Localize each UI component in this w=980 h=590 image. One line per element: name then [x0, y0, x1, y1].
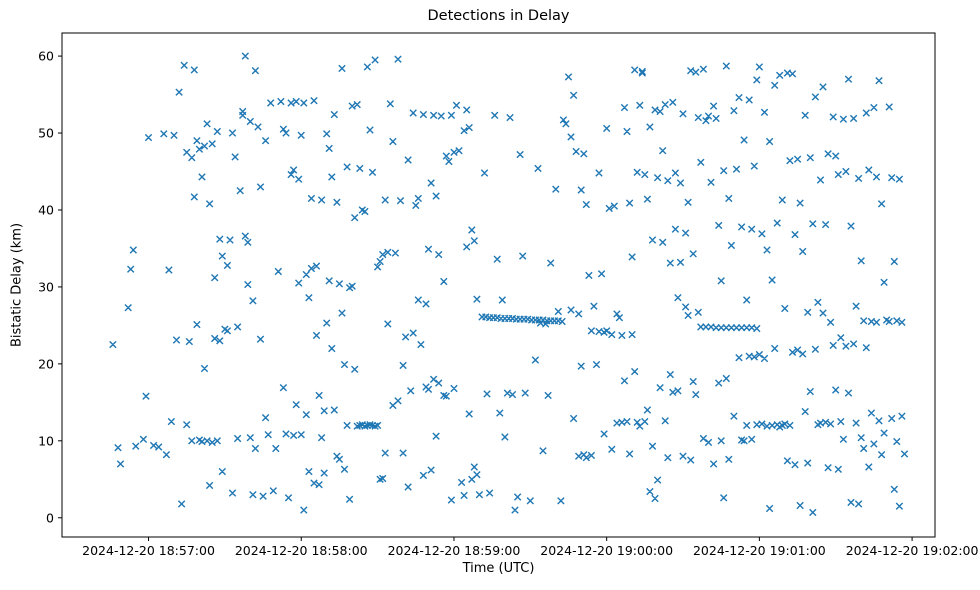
y-tick-label: 20 [38, 356, 54, 371]
chart-title: Detections in Delay [427, 8, 570, 24]
y-tick-label: 0 [46, 510, 54, 525]
x-tick-label: 2024-12-20 18:59:00 [388, 543, 521, 558]
y-tick-label: 10 [38, 433, 54, 448]
x-tick-label: 2024-12-20 19:00:00 [540, 543, 673, 558]
x-axis-label: Time (UTC) [462, 561, 535, 576]
x-tick-label: 2024-12-20 18:57:00 [82, 543, 215, 558]
x-tick-label: 2024-12-20 18:58:00 [235, 543, 368, 558]
y-tick-label: 50 [38, 126, 54, 141]
x-tick-label: 2024-12-20 19:02:00 [846, 543, 979, 558]
y-tick-label: 40 [38, 202, 54, 217]
x-tick-label: 2024-12-20 19:01:00 [693, 543, 826, 558]
y-tick-label: 60 [38, 49, 54, 64]
y-tick-label: 30 [38, 279, 54, 294]
scatter-points [109, 52, 909, 517]
plot-frame [61, 32, 936, 538]
